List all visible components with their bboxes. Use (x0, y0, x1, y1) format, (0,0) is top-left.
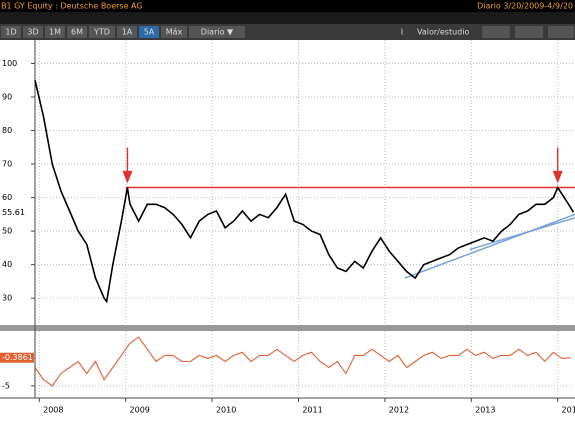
range-button[interactable] (1, 26, 21, 38)
x-tick-label: 2014 (562, 406, 575, 415)
icon-button[interactable] (548, 26, 574, 38)
last-value-box (0, 207, 34, 218)
y-tick-label: 90 (2, 93, 12, 102)
range-button-label[interactable]: 1D (5, 28, 16, 37)
range-button[interactable] (67, 26, 87, 38)
x-tick-label: 2011 (302, 406, 322, 415)
arrow (122, 147, 133, 184)
y-tick-label: 80 (2, 126, 12, 135)
trend-line (404, 213, 575, 279)
range-button-label[interactable]: Máx (166, 28, 183, 37)
range-button[interactable] (161, 26, 187, 38)
x-tick-label: 2008 (43, 406, 63, 415)
security-title: B1 GY Equity : Deutsche Boerse AG (1, 2, 143, 11)
range-button[interactable] (117, 26, 137, 38)
y-tick-label: 40 (2, 260, 12, 269)
range-button-label[interactable]: YTD (93, 28, 110, 37)
last-value-label: 55.61 (2, 208, 25, 217)
range-button-label[interactable]: 1M (49, 28, 61, 37)
y-tick-label: 50 (2, 227, 12, 236)
study-button[interactable]: Valor/estudio (417, 28, 469, 37)
trend-line (469, 216, 575, 251)
x-tick-label: 2009 (130, 406, 150, 415)
icon-button[interactable] (482, 26, 510, 38)
y-tick-label: 30 (2, 294, 12, 303)
range-button[interactable] (45, 26, 65, 38)
last-value-box (0, 352, 34, 363)
arrow (552, 147, 563, 184)
y-tick-label: 60 (2, 193, 12, 202)
x-tick-label: 2010 (216, 406, 236, 415)
price-line (34, 80, 575, 304)
range-button-label[interactable]: Diario ▼ (201, 28, 234, 37)
price-line (34, 336, 571, 387)
x-tick-label: 2012 (389, 406, 409, 415)
range-button[interactable] (139, 26, 159, 38)
last-value-label: -0.3861 (2, 353, 33, 362)
panel-separator (0, 325, 575, 331)
range-button-label[interactable]: 3D (27, 28, 38, 37)
range-button[interactable] (89, 26, 115, 38)
title-bar (0, 0, 575, 12)
range-button-label[interactable]: 6M (71, 28, 83, 37)
range-button[interactable] (23, 26, 43, 38)
icon-button[interactable] (515, 26, 543, 38)
study-icon: ⌇ (400, 28, 404, 37)
range-button-label[interactable]: 1A (122, 28, 133, 37)
y-tick-label: 100 (2, 59, 17, 68)
range-button[interactable] (189, 26, 245, 38)
range-button-label[interactable]: 5A (144, 28, 155, 37)
y-tick-label: 70 (2, 160, 12, 169)
date-range: Diario 3/20/2009-4/9/20 (477, 2, 573, 11)
x-tick-label: 2013 (475, 406, 495, 415)
y-tick-label: -5 (2, 381, 10, 390)
